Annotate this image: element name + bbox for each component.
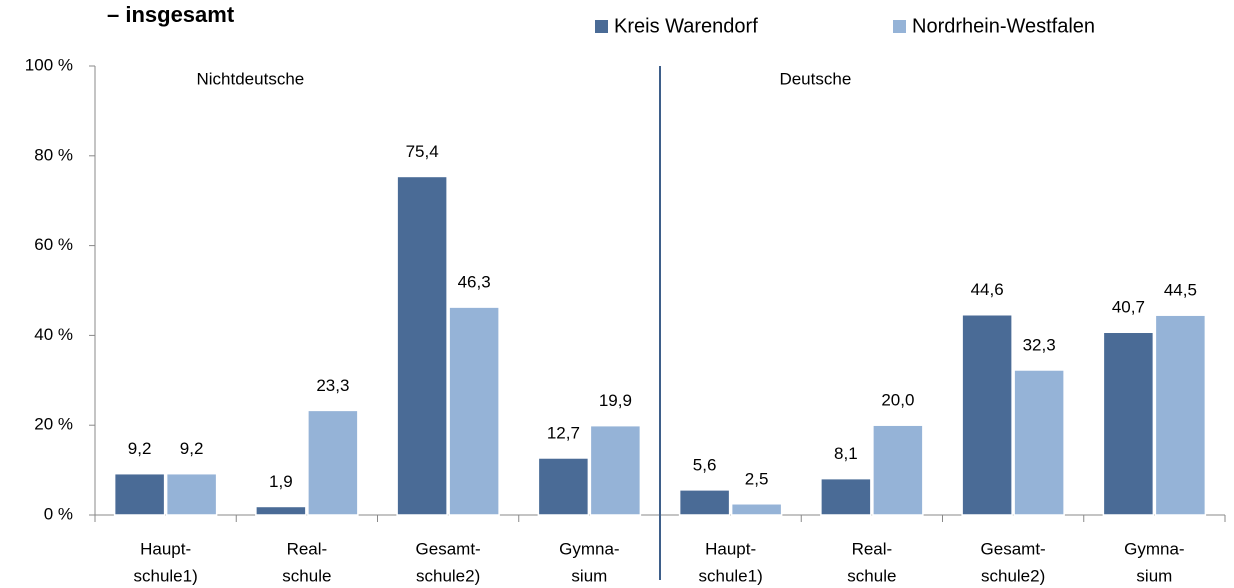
bar xyxy=(872,424,924,516)
value-label: 1,9 xyxy=(269,472,293,491)
x-tick-label: schule xyxy=(282,566,331,585)
bar xyxy=(820,477,872,516)
value-label: 44,6 xyxy=(971,280,1004,299)
y-tick-label: 100 % xyxy=(25,55,73,74)
group-label: Deutsche xyxy=(779,69,851,88)
x-tick-label: schule2) xyxy=(981,566,1045,585)
bar xyxy=(961,313,1013,516)
value-label: 9,2 xyxy=(128,439,152,458)
bar xyxy=(1013,369,1065,516)
x-tick-label: Gymna- xyxy=(1124,539,1184,558)
chart-title: – insgesamt xyxy=(107,2,235,27)
x-tick-label: sium xyxy=(571,566,607,585)
bar xyxy=(396,175,448,516)
value-label: 46,3 xyxy=(458,273,491,292)
value-label: 75,4 xyxy=(406,142,439,161)
value-label: 12,7 xyxy=(547,423,580,442)
value-label: 5,6 xyxy=(693,455,717,474)
bar xyxy=(307,409,359,516)
y-tick-label: 0 % xyxy=(44,504,73,523)
x-tick-label: schule2) xyxy=(416,566,480,585)
x-tick-label: Real- xyxy=(852,539,893,558)
x-tick-label: Real- xyxy=(287,539,328,558)
value-label: 20,0 xyxy=(881,391,914,410)
value-label: 19,9 xyxy=(599,391,632,410)
bar xyxy=(113,472,166,516)
bar xyxy=(448,306,500,516)
bar xyxy=(537,457,590,516)
bar xyxy=(589,424,642,516)
x-tick-label: sium xyxy=(1136,566,1172,585)
bar xyxy=(165,472,218,516)
x-tick-label: schule1) xyxy=(698,566,762,585)
y-tick-label: 40 % xyxy=(34,325,73,344)
x-tick-label: schule1) xyxy=(133,566,197,585)
bar xyxy=(730,503,783,516)
group-label: Nichtdeutsche xyxy=(197,69,305,88)
value-label: 23,3 xyxy=(316,376,349,395)
bar xyxy=(1154,314,1207,516)
legend-swatch xyxy=(893,20,906,33)
x-tick-label: Haupt- xyxy=(140,539,191,558)
x-tick-label: Haupt- xyxy=(705,539,756,558)
value-label: 40,7 xyxy=(1112,298,1145,317)
y-tick-label: 80 % xyxy=(34,145,73,164)
x-tick-label: Gesamt- xyxy=(981,539,1046,558)
value-label: 2,5 xyxy=(745,469,769,488)
x-tick-label: Gymna- xyxy=(559,539,619,558)
legend-label: Kreis Warendorf xyxy=(614,15,758,37)
y-tick-label: 60 % xyxy=(34,235,73,254)
x-tick-label: schule xyxy=(847,566,896,585)
value-label: 32,3 xyxy=(1023,335,1056,354)
value-label: 8,1 xyxy=(834,444,858,463)
value-label: 9,2 xyxy=(180,439,204,458)
x-tick-label: Gesamt- xyxy=(416,539,481,558)
value-label: 44,5 xyxy=(1164,281,1197,300)
y-tick-label: 20 % xyxy=(34,415,73,434)
bar xyxy=(678,489,731,516)
legend-swatch xyxy=(595,20,608,33)
bar xyxy=(255,505,307,516)
legend-label: Nordrhein-Westfalen xyxy=(912,15,1095,37)
bar xyxy=(1102,331,1155,516)
